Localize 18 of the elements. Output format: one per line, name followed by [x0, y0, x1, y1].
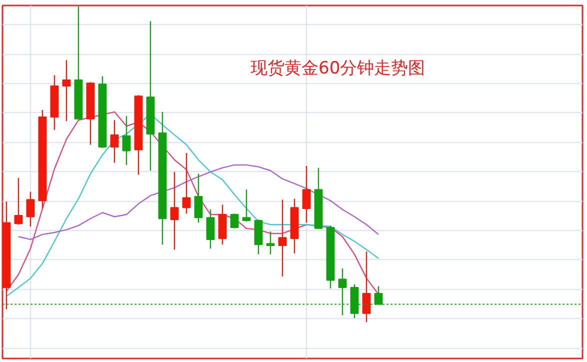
- candlestick: [362, 250, 371, 323]
- candlestick: [14, 177, 23, 226]
- candlestick: [26, 191, 35, 228]
- candlestick: [230, 212, 239, 230]
- candlestick: [218, 204, 227, 246]
- candlestick: [194, 173, 203, 224]
- candlestick: [206, 208, 215, 250]
- candlestick: [170, 171, 179, 250]
- candlestick: [110, 120, 119, 164]
- candlestick: [302, 165, 311, 224]
- candlestick: [182, 152, 191, 214]
- candlestick: [62, 60, 71, 122]
- candlestick: [242, 188, 251, 222]
- candlestick: [254, 218, 263, 255]
- candlestick: [278, 199, 287, 278]
- text: 现货黄金60分钟走势图: [250, 58, 426, 78]
- candlestick: [266, 230, 275, 255]
- candlestick: [122, 115, 131, 166]
